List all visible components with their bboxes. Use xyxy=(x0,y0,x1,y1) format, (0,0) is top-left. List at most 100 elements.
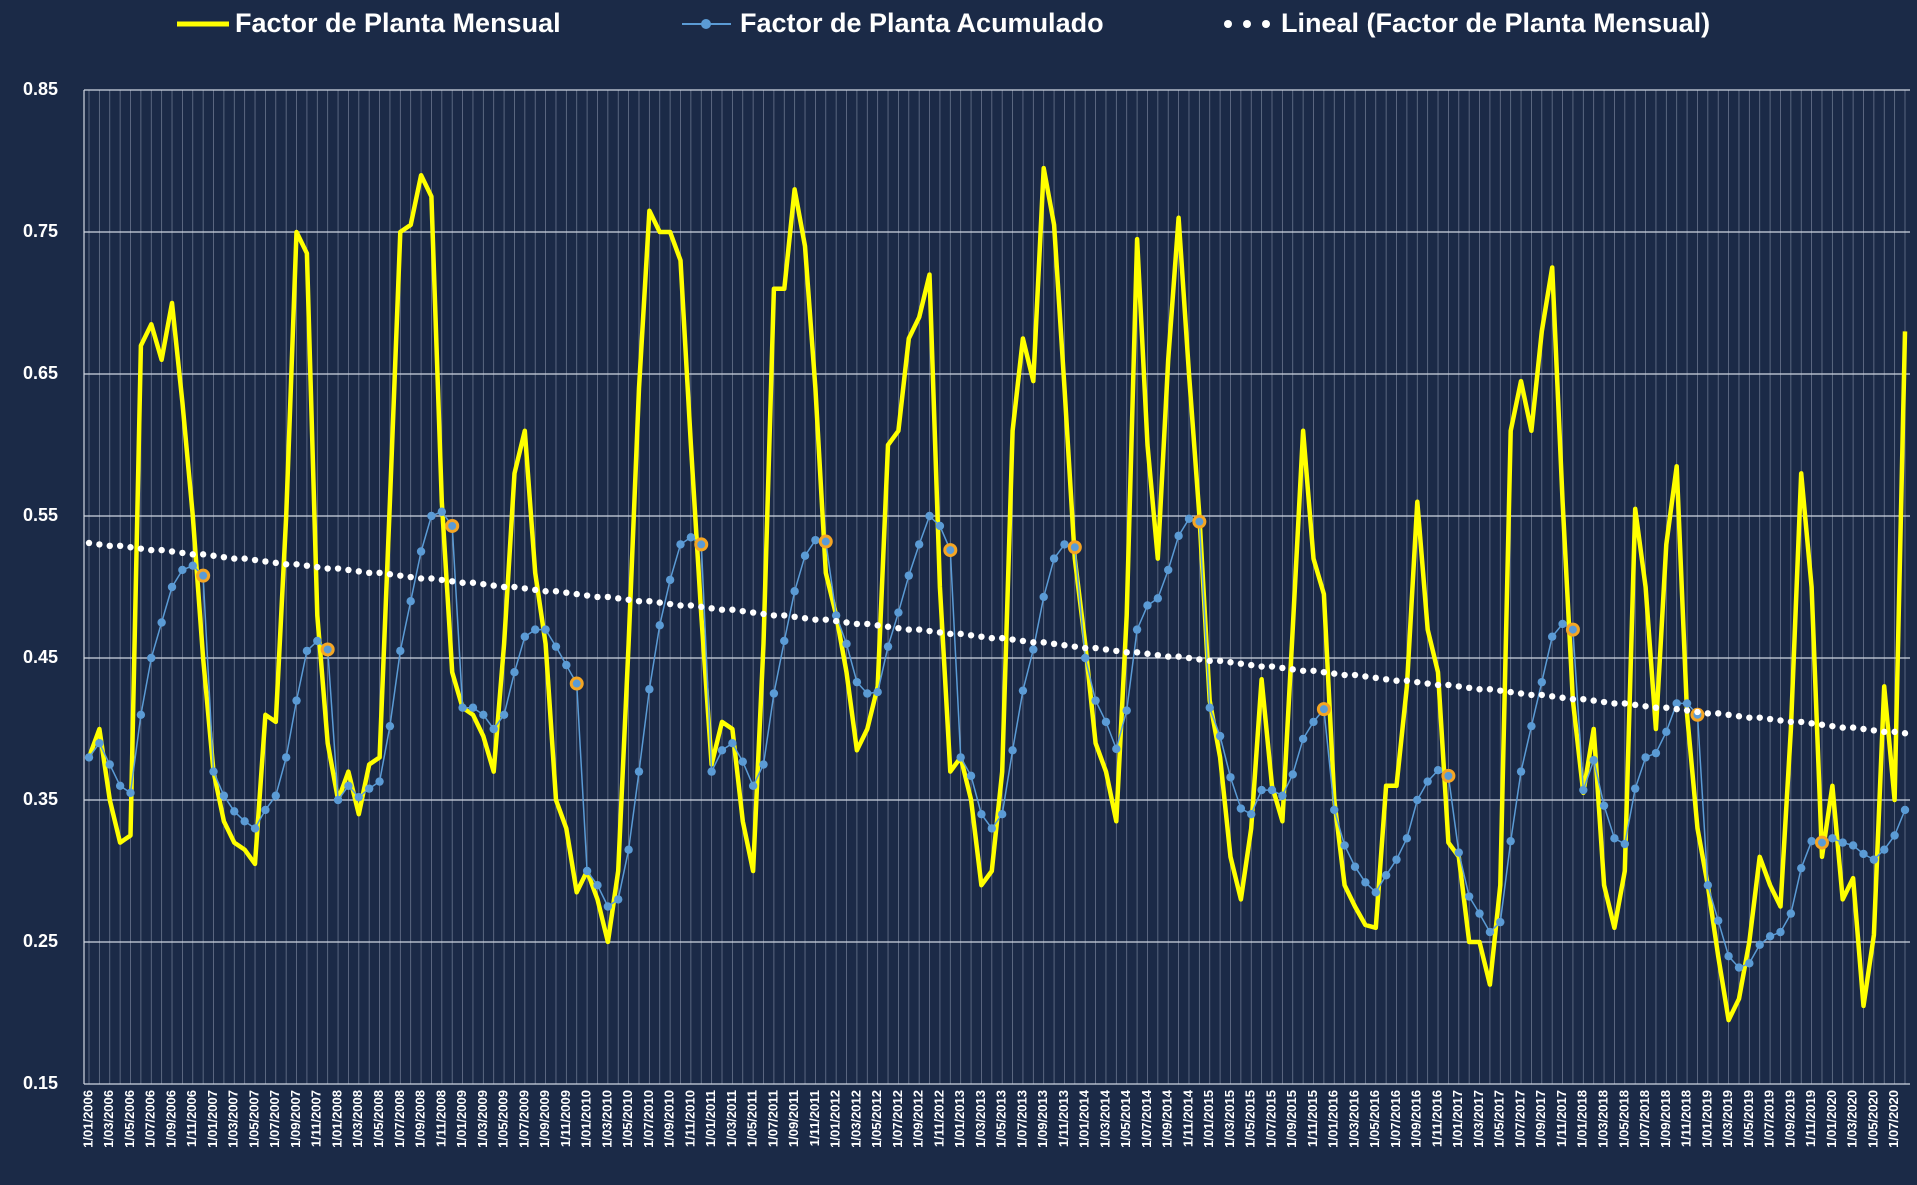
point xyxy=(914,540,924,549)
point xyxy=(615,595,622,602)
x-tick-label: 1/01/2013 xyxy=(952,1090,967,1148)
x-tick-label: 1/07/2020 xyxy=(1886,1090,1901,1148)
point xyxy=(210,552,217,559)
point xyxy=(1278,791,1287,800)
point xyxy=(1881,728,1888,736)
point xyxy=(84,753,94,762)
point xyxy=(646,598,653,605)
point xyxy=(1901,730,1909,737)
point xyxy=(1341,671,1348,679)
point xyxy=(1652,704,1660,711)
point xyxy=(344,781,353,790)
point xyxy=(717,746,727,755)
point xyxy=(551,642,561,651)
point xyxy=(1330,805,1339,815)
point xyxy=(1786,909,1796,918)
point xyxy=(241,555,248,562)
point xyxy=(1091,696,1100,705)
point xyxy=(738,757,747,766)
point xyxy=(656,599,663,606)
point xyxy=(479,710,488,719)
point xyxy=(427,511,436,521)
point xyxy=(843,619,850,626)
x-tick-label: 1/05/2006 xyxy=(122,1090,137,1148)
y-tick-label: 0.55 xyxy=(23,505,58,525)
point xyxy=(1838,838,1847,847)
point xyxy=(1672,699,1681,708)
x-tick-label: 1/01/2018 xyxy=(1575,1090,1590,1148)
point xyxy=(1153,594,1163,603)
x-tick-label: 1/01/2010 xyxy=(579,1090,594,1148)
point xyxy=(1372,674,1379,682)
point xyxy=(1621,700,1629,707)
point xyxy=(1548,693,1556,700)
point xyxy=(1860,725,1867,733)
point xyxy=(1289,666,1296,673)
point xyxy=(96,541,103,548)
point xyxy=(1891,728,1898,736)
x-tick-label: 1/11/2009 xyxy=(558,1090,573,1147)
point xyxy=(1579,785,1588,795)
x-tick-label: 1/09/2014 xyxy=(1160,1089,1175,1148)
point xyxy=(116,542,124,550)
point xyxy=(1828,834,1837,843)
point xyxy=(977,810,986,819)
point xyxy=(676,540,685,549)
point xyxy=(1008,746,1017,755)
point xyxy=(822,616,829,623)
point xyxy=(1350,862,1360,871)
x-tick-label: 1/11/2008 xyxy=(433,1090,448,1147)
point xyxy=(1320,669,1328,676)
point xyxy=(707,767,716,776)
point xyxy=(1165,653,1172,660)
point xyxy=(500,583,508,591)
annual-marker xyxy=(1192,514,1207,529)
point xyxy=(167,582,177,592)
point xyxy=(582,866,592,876)
point xyxy=(748,781,758,790)
point xyxy=(583,592,591,599)
point xyxy=(1558,619,1567,629)
point xyxy=(1382,676,1390,683)
point xyxy=(458,703,467,712)
x-tick-label: 1/11/2017 xyxy=(1554,1090,1569,1147)
annual-marker xyxy=(1814,835,1829,850)
x-tick-label: 1/09/2016 xyxy=(1409,1090,1424,1148)
point xyxy=(1569,695,1577,703)
x-tick-label: 1/03/2015 xyxy=(1222,1090,1237,1148)
point xyxy=(1506,836,1515,846)
point xyxy=(1859,849,1868,859)
x-tick-label: 1/07/2017 xyxy=(1512,1090,1527,1148)
point xyxy=(1454,848,1463,857)
point xyxy=(127,544,134,551)
point xyxy=(1663,704,1670,711)
point xyxy=(147,653,156,663)
point xyxy=(333,795,343,805)
point xyxy=(209,767,218,776)
point xyxy=(1143,601,1152,610)
point xyxy=(1123,649,1130,656)
x-tick-label: 1/09/2013 xyxy=(1035,1090,1050,1148)
point xyxy=(1611,700,1618,707)
point xyxy=(573,590,580,598)
point xyxy=(189,551,196,558)
x-tick-label: 1/05/2011 xyxy=(745,1090,760,1147)
point xyxy=(1298,734,1308,744)
point xyxy=(437,507,447,516)
point xyxy=(1050,640,1058,647)
point xyxy=(428,575,435,582)
point xyxy=(219,791,229,800)
point xyxy=(1061,642,1068,649)
point xyxy=(1475,909,1484,918)
x-tick-label: 1/11/2006 xyxy=(184,1090,199,1147)
x-tick-label: 1/03/2020 xyxy=(1845,1090,1860,1148)
point xyxy=(105,760,114,769)
point xyxy=(1485,927,1495,937)
point xyxy=(136,710,146,719)
point xyxy=(926,627,933,635)
point xyxy=(1423,777,1432,786)
x-tick-label: 1/05/2013 xyxy=(994,1090,1009,1148)
point xyxy=(262,558,269,565)
point xyxy=(915,626,923,633)
point xyxy=(1673,705,1680,713)
